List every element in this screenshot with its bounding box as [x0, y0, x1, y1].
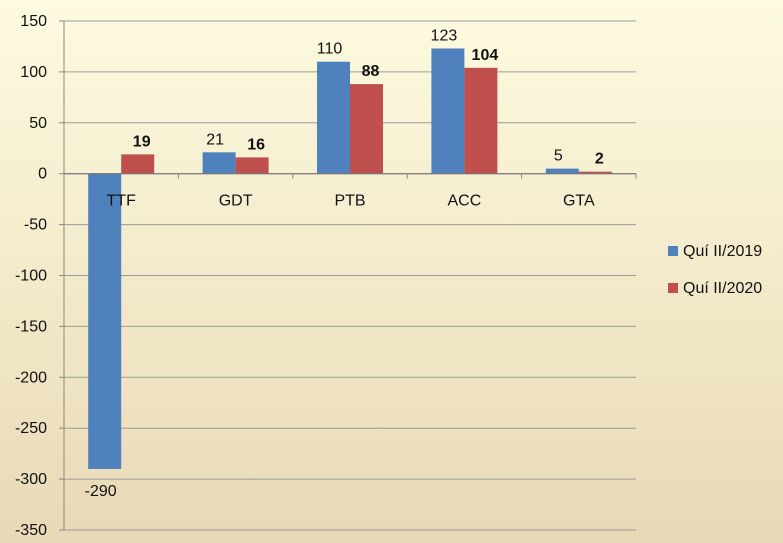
bar-qu-ii-2020-gdt: [235, 157, 269, 174]
x-tick-label: TTF: [107, 193, 137, 210]
bar-qu-ii-2019-acc: [431, 48, 465, 174]
x-tick-label: GTA: [563, 193, 595, 210]
y-tick-label: 100: [20, 64, 47, 81]
y-tick-label: -250: [15, 420, 47, 437]
y-tick-label: -50: [24, 217, 47, 234]
y-tick-label: 150: [20, 13, 47, 30]
y-tick-label: -150: [15, 318, 47, 335]
y-tick-label: 50: [29, 115, 47, 132]
legend-swatch: [668, 283, 678, 293]
data-label: 88: [362, 63, 380, 80]
bar-qu-ii-2020-ptb: [350, 84, 383, 174]
data-label: 5: [554, 148, 563, 165]
bar-qu-ii-2020-ttf: [121, 154, 155, 174]
y-tick-label: -350: [15, 522, 47, 539]
legend-label: Quí II/2020: [683, 280, 762, 297]
x-tick-label: GDT: [219, 193, 253, 210]
data-label: 123: [431, 27, 458, 44]
bar-qu-ii-2019-gdt: [202, 152, 236, 174]
data-label: -290: [85, 483, 117, 500]
legend-label: Quí II/2019: [683, 243, 762, 260]
x-tick-label: ACC: [448, 193, 482, 210]
bar-qu-ii-2019-ttf: [88, 173, 122, 469]
y-tick-label: -100: [15, 268, 47, 285]
data-label: 110: [317, 41, 343, 58]
y-tick-label: -300: [15, 471, 47, 488]
data-label: 2: [595, 151, 604, 168]
data-label: 19: [133, 133, 151, 150]
y-tick-label: -200: [15, 369, 47, 386]
y-tick-label: 0: [38, 166, 47, 183]
data-label: 21: [206, 131, 224, 148]
legend-swatch: [668, 246, 678, 256]
data-label: 16: [247, 136, 265, 153]
bar-qu-ii-2019-gta: [545, 168, 579, 174]
bar-qu-ii-2020-acc: [464, 67, 498, 174]
bar-qu-ii-2020-gta: [578, 171, 612, 174]
x-tick-label: PTB: [334, 193, 365, 210]
bar-qu-ii-2019-ptb: [317, 61, 350, 174]
data-label: 104: [472, 47, 499, 64]
